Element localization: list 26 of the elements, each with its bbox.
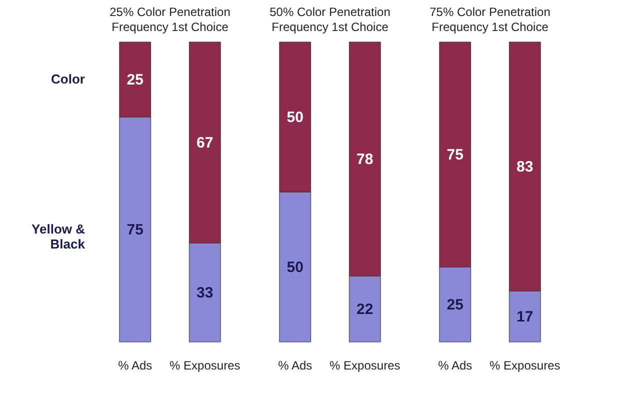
data-label: 75	[126, 222, 144, 238]
data-label: 25	[126, 72, 144, 88]
x-tick-label: % Exposures	[170, 358, 240, 372]
data-label: 33	[196, 284, 214, 302]
data-label: 50	[286, 259, 304, 276]
x-tick-label: % Exposures	[490, 358, 560, 372]
chart-title: 25% Color Penetration	[110, 4, 230, 19]
x-tick-label: % Ads	[438, 358, 472, 372]
data-label: 78	[356, 151, 374, 168]
chart-subtitle: Frequency 1st Choice	[432, 20, 549, 34]
chart-title: 50% Color Penetration	[270, 4, 390, 19]
data-label: 67	[196, 134, 214, 152]
data-label: 25	[446, 296, 464, 314]
chart-title: 75% Color Penetration	[430, 4, 550, 19]
text: Yellow & Black	[32, 222, 86, 252]
data-label: 83	[516, 158, 534, 176]
x-tick-label: % Ads	[278, 358, 312, 372]
chart-subtitle: Frequency 1st Choice	[272, 20, 389, 34]
x-tick-label: % Ads	[118, 358, 152, 372]
x-tick-label: % Exposures	[330, 358, 400, 372]
chart-subtitle: Frequency 1st Choice	[112, 20, 229, 34]
data-label: 50	[286, 109, 304, 126]
data-label: 22	[356, 301, 374, 318]
text: Color	[51, 72, 85, 86]
data-label: 17	[516, 308, 534, 326]
data-label: 75	[446, 146, 464, 164]
